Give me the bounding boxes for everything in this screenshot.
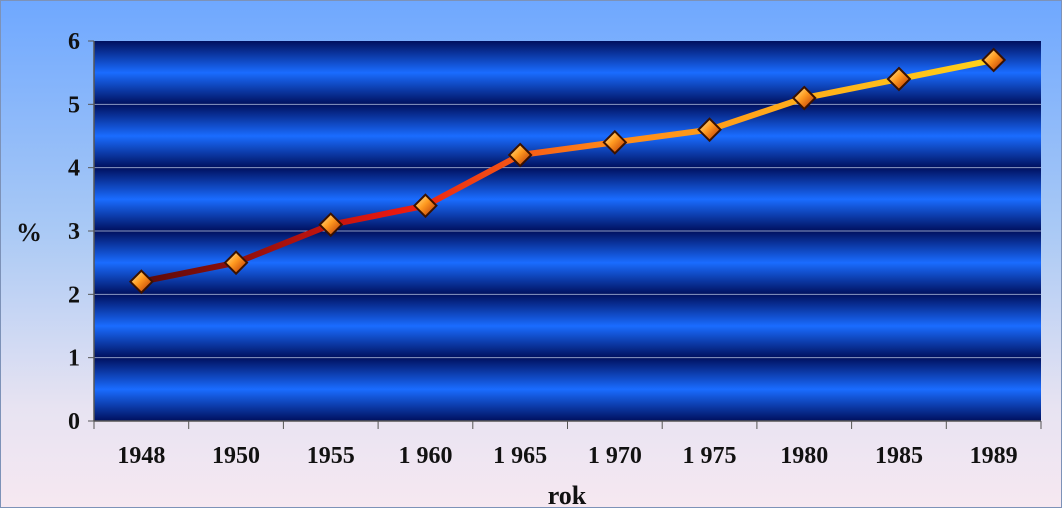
data-point-marker — [223, 250, 249, 276]
x-tick-labels: 1948 1950 1955 1 960 1 965 1 970 1 975 1980 1985… — [117, 443, 1017, 469]
data-markers — [128, 47, 1007, 295]
x-tick-label: 1950 — [212, 443, 260, 469]
y-tick-label: 0 — [68, 409, 80, 435]
data-point-marker — [128, 269, 154, 295]
y-tick-label: 5 — [68, 92, 80, 118]
data-point-marker — [886, 66, 912, 92]
y-tick-label: 6 — [68, 29, 80, 55]
y-axis-title: % — [16, 218, 42, 247]
x-tick-label: 1989 — [970, 443, 1018, 469]
x-tick-label: 1985 — [875, 443, 923, 469]
x-axis-title: rok — [548, 481, 587, 509]
gridlines — [88, 40, 1041, 422]
x-tick-label: 1 965 — [493, 443, 547, 469]
x-tick-label: 1 975 — [683, 443, 737, 469]
y-tick-label: 1 — [68, 346, 80, 372]
x-tick-label: 1980 — [780, 443, 828, 469]
data-point-marker — [602, 129, 628, 155]
data-point-marker — [318, 212, 344, 238]
series-line — [140, 57, 995, 285]
x-tick-label: 1948 — [117, 443, 165, 469]
x-tick-label: 1 970 — [588, 443, 642, 469]
y-tick-labels: 0 1 2 3 4 5 6 — [68, 29, 80, 435]
x-tick-label: 1955 — [307, 443, 355, 469]
data-point-marker — [981, 47, 1007, 73]
data-point-marker — [791, 85, 817, 111]
data-point-marker — [697, 117, 722, 143]
data-point-marker — [413, 193, 438, 219]
y-tick-label: 2 — [68, 282, 80, 308]
y-tick-label: 4 — [68, 156, 80, 182]
data-point-marker — [507, 142, 533, 168]
x-tick-label: 1 960 — [398, 443, 452, 469]
y-tick-label: 3 — [68, 219, 80, 245]
axes — [93, 41, 1042, 429]
